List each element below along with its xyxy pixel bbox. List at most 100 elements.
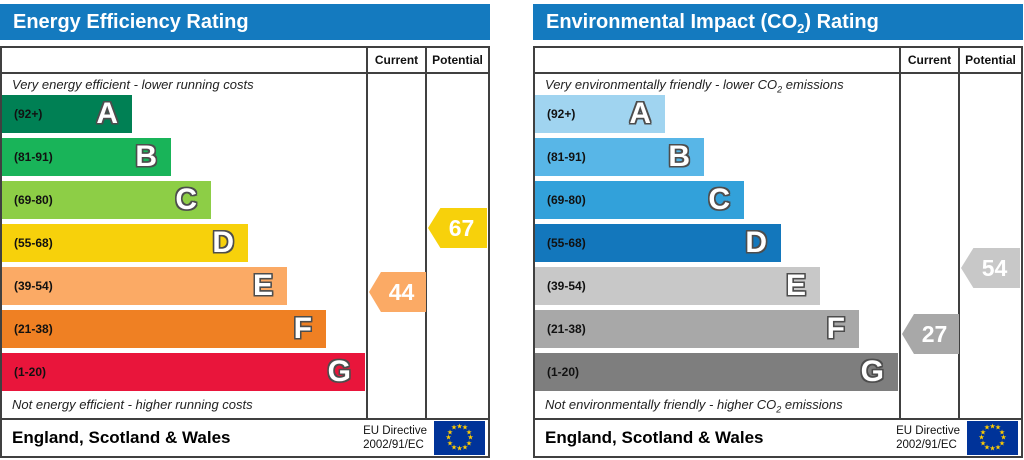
band-letter: C xyxy=(708,183,730,216)
current-rating-arrow: 27 xyxy=(902,314,959,354)
eu-directive-label: EU Directive 2002/91/EC xyxy=(363,424,427,451)
top-caption: Very energy efficient - lower running co… xyxy=(12,77,254,92)
potential-column-header: Potential xyxy=(965,53,1016,67)
band-range-label: (69-80) xyxy=(547,193,586,207)
eu-flag-star: ★ xyxy=(983,424,991,432)
potential-column-divider xyxy=(425,48,427,418)
band-range-label: (81-91) xyxy=(14,150,53,164)
eu-flag-star: ★ xyxy=(994,424,1002,432)
eu-flag-star: ★ xyxy=(446,429,454,436)
band-letter: A xyxy=(629,97,651,130)
eu-flag-star: ★ xyxy=(456,445,463,453)
band-g: (1-20) G xyxy=(535,353,898,391)
band-a: (92+) A xyxy=(2,95,132,133)
band-letter: D xyxy=(745,226,767,259)
eu-flag-star: ★ xyxy=(467,434,474,442)
potential-rating-arrow: 54 xyxy=(961,248,1020,288)
eu-flag-star: ★ xyxy=(461,424,469,432)
potential-column-divider xyxy=(958,48,960,418)
current-column-header: Current xyxy=(374,53,419,67)
band-letter: B xyxy=(135,140,157,173)
band-d: (55-68) D xyxy=(535,224,781,262)
band-e: (39-54) E xyxy=(535,267,820,305)
band-e: (39-54) E xyxy=(2,267,287,305)
title-text: Environmental Impact (CO xyxy=(546,11,798,33)
eu-flag-icon: ★ ★ ★ ★ ★ ★ ★ ★ ★ ★ ★ ★ xyxy=(967,421,1018,455)
footer-row: England, Scotland & Wales EU Directive 2… xyxy=(535,418,1021,456)
eu-flag-star: ★ xyxy=(978,434,985,442)
title-subscript: 2 xyxy=(797,21,805,36)
band-range-label: (55-68) xyxy=(14,236,53,250)
band-g: (1-20) G xyxy=(2,353,365,391)
current-column-divider xyxy=(899,48,901,418)
environmental-impact-title: Environmental Impact (CO2) Rating xyxy=(533,4,1023,40)
footer-row: England, Scotland & Wales EU Directive 2… xyxy=(2,418,488,456)
region-label: England, Scotland & Wales xyxy=(12,428,231,447)
band-range-label: (1-20) xyxy=(14,365,47,379)
band-f: (21-38) F xyxy=(535,310,859,348)
column-header-row: Current Potential xyxy=(535,48,1021,74)
eu-flag-star: ★ xyxy=(456,423,463,431)
eu-flag-star: ★ xyxy=(461,444,469,452)
column-header-row: Current Potential xyxy=(2,48,488,74)
energy-efficiency-chart: Energy Efficiency Rating Current Potenti… xyxy=(0,0,490,460)
band-d: (55-68) D xyxy=(2,224,248,262)
band-letter: A xyxy=(96,97,118,130)
eu-flag-star: ★ xyxy=(983,444,991,452)
title-text-post: ) Rating xyxy=(804,11,879,33)
eu-flag-star: ★ xyxy=(998,440,1006,447)
eu-flag-star: ★ xyxy=(465,440,473,447)
band-range-label: (55-68) xyxy=(547,236,586,250)
band-letter: F xyxy=(826,312,845,345)
band-letter: B xyxy=(668,140,690,173)
band-f: (21-38) F xyxy=(2,310,326,348)
eu-flag-star: ★ xyxy=(979,440,987,447)
current-column-divider xyxy=(366,48,368,418)
band-b: (81-91) B xyxy=(535,138,704,176)
eu-flag-star: ★ xyxy=(979,429,987,436)
eu-flag-star: ★ xyxy=(446,440,454,447)
band-range-label: (21-38) xyxy=(14,322,53,336)
band-letter: E xyxy=(785,269,806,302)
band-range-label: (1-20) xyxy=(547,365,580,379)
band-c: (69-80) C xyxy=(535,181,744,219)
rating-table: Current Potential Very environmentally f… xyxy=(533,46,1023,458)
band-c: (69-80) C xyxy=(2,181,211,219)
rating-table: Current Potential Very energy efficient … xyxy=(0,46,490,458)
eu-flag-star: ★ xyxy=(445,434,452,442)
band-letter: F xyxy=(293,312,312,345)
band-range-label: (39-54) xyxy=(547,279,586,293)
top-caption: Very environmentally friendly - lower CO… xyxy=(545,77,844,95)
band-range-label: (92+) xyxy=(547,107,576,121)
eu-flag-star: ★ xyxy=(989,423,996,431)
band-a: (92+) A xyxy=(535,95,665,133)
current-rating-arrow: 44 xyxy=(369,272,426,312)
bottom-caption: Not energy efficient - higher running co… xyxy=(12,397,253,412)
eu-flag-star: ★ xyxy=(989,445,996,453)
band-letter: C xyxy=(175,183,197,216)
band-letter: E xyxy=(252,269,273,302)
band-range-label: (92+) xyxy=(14,107,43,121)
band-b: (81-91) B xyxy=(2,138,171,176)
eu-flag-star: ★ xyxy=(1000,434,1007,442)
eu-flag-star: ★ xyxy=(465,429,473,436)
eu-flag-star: ★ xyxy=(998,429,1006,436)
title-text: Energy Efficiency Rating xyxy=(13,11,249,33)
eu-flag-star: ★ xyxy=(450,444,458,452)
band-range-label: (39-54) xyxy=(14,279,53,293)
region-label: England, Scotland & Wales xyxy=(545,428,764,447)
bottom-caption: Not environmentally friendly - higher CO… xyxy=(545,397,843,415)
band-letter: D xyxy=(212,226,234,259)
eu-flag-icon: ★ ★ ★ ★ ★ ★ ★ ★ ★ ★ ★ ★ xyxy=(434,421,485,455)
band-range-label: (21-38) xyxy=(547,322,586,336)
current-column-header: Current xyxy=(907,53,952,67)
potential-rating-arrow: 67 xyxy=(428,208,487,248)
energy-efficiency-title: Energy Efficiency Rating xyxy=(0,4,490,40)
eu-flag-star: ★ xyxy=(994,444,1002,452)
band-letter: G xyxy=(327,355,351,388)
eu-directive-label: EU Directive 2002/91/EC xyxy=(896,424,960,451)
potential-column-header: Potential xyxy=(432,53,483,67)
band-range-label: (69-80) xyxy=(14,193,53,207)
environmental-impact-chart: Environmental Impact (CO2) Rating Curren… xyxy=(533,0,1023,460)
